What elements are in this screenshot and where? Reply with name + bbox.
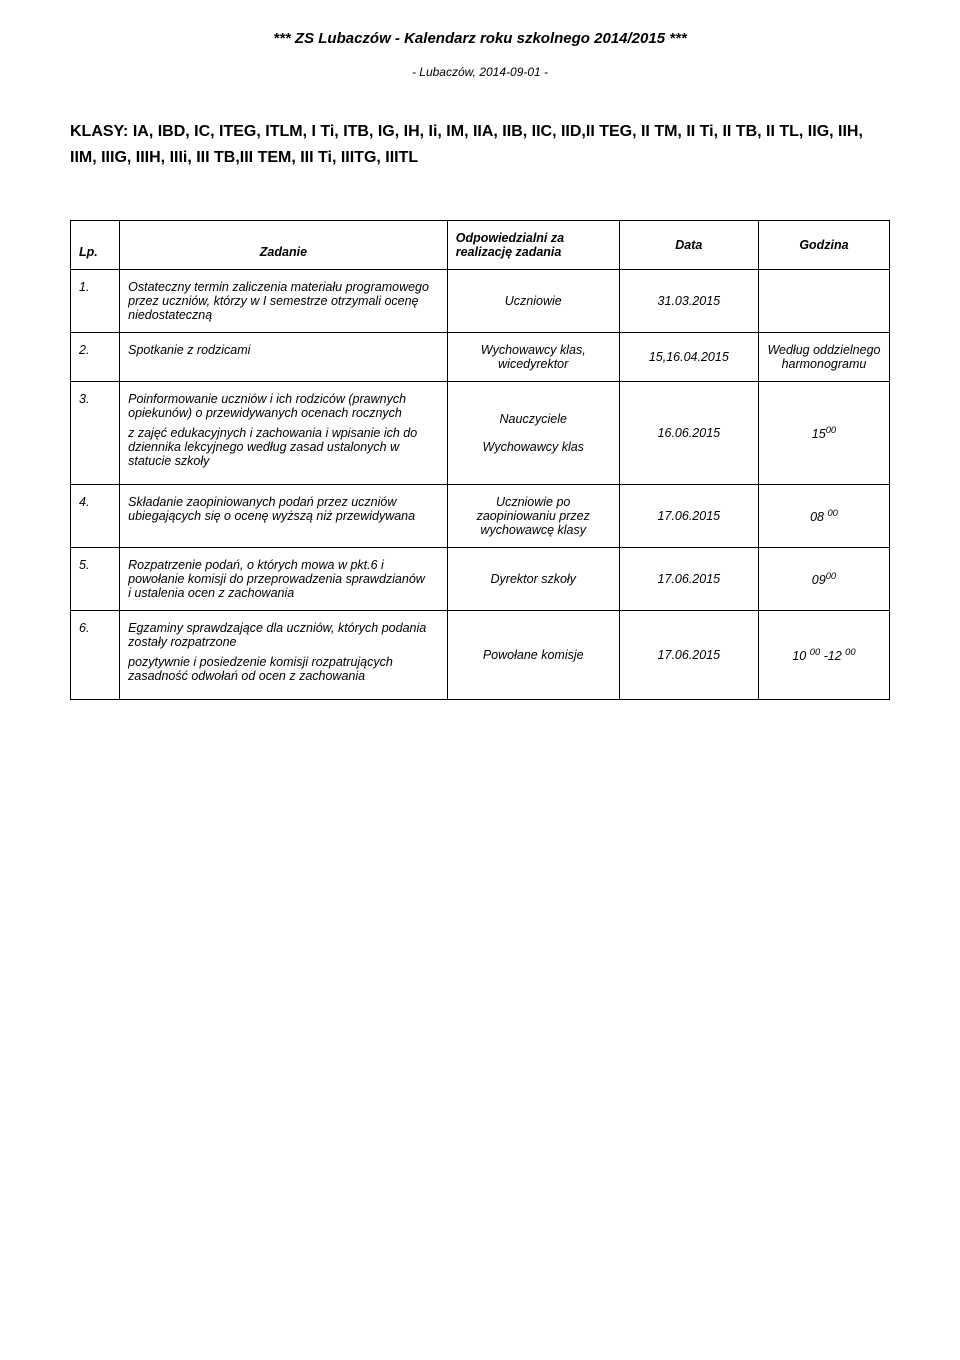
cell-lp: 6. [71,611,120,700]
cell-responsible: Uczniowie po zaopiniowaniu przez wychowa… [447,485,619,548]
col-resp: Odpowiedzialni za realizację zadania [447,221,619,270]
cell-task: Ostateczny termin zaliczenia materiału p… [120,270,448,333]
table-head: Lp. Zadanie Odpowiedzialni za realizację… [71,221,890,270]
cell-date: 15,16.04.2015 [619,333,758,382]
table-row: 4.Składanie zaopiniowanych podań przez u… [71,485,890,548]
cell-time: 0900 [758,548,889,611]
table-row: 3.Poinformowanie uczniów i ich rodziców … [71,382,890,485]
cell-responsible: Powołane komisje [447,611,619,700]
cell-date: 17.06.2015 [619,485,758,548]
calendar-table: Lp. Zadanie Odpowiedzialni za realizację… [70,220,890,700]
col-task: Zadanie [120,221,448,270]
col-lp: Lp. [71,221,120,270]
cell-lp: 5. [71,548,120,611]
cell-time: 1500 [758,382,889,485]
cell-date: 17.06.2015 [619,548,758,611]
doc-subtitle: - Lubaczów, 2014-09-01 - [70,65,890,79]
cell-time [758,270,889,333]
cell-task: Rozpatrzenie podań, o których mowa w pkt… [120,548,448,611]
cell-responsible: Uczniowie [447,270,619,333]
cell-time: 10 00 -12 00 [758,611,889,700]
cell-lp: 4. [71,485,120,548]
cell-responsible: Dyrektor szkoły [447,548,619,611]
cell-time: 08 00 [758,485,889,548]
cell-task: Składanie zaopiniowanych podań przez ucz… [120,485,448,548]
cell-date: 16.06.2015 [619,382,758,485]
table-row: 2.Spotkanie z rodzicamiWychowawcy klas, … [71,333,890,382]
cell-date: 31.03.2015 [619,270,758,333]
class-list: KLASY: IA, IBD, IC, ITEG, ITLM, I Ti, IT… [70,119,890,170]
table-row: 6.Egzaminy sprawdzające dla uczniów, któ… [71,611,890,700]
table-row: 5.Rozpatrzenie podań, o których mowa w p… [71,548,890,611]
cell-responsible: Wychowawcy klas, wicedyrektor [447,333,619,382]
col-date: Data [619,221,758,270]
table-row: 1.Ostateczny termin zaliczenia materiału… [71,270,890,333]
table-body: 1.Ostateczny termin zaliczenia materiału… [71,270,890,700]
doc-title: *** ZS Lubaczów - Kalendarz roku szkolne… [70,30,890,47]
cell-responsible: NauczycieleWychowawcy klas [447,382,619,485]
cell-lp: 3. [71,382,120,485]
page: *** ZS Lubaczów - Kalendarz roku szkolne… [0,0,960,740]
cell-lp: 2. [71,333,120,382]
cell-lp: 1. [71,270,120,333]
cell-date: 17.06.2015 [619,611,758,700]
cell-task: Egzaminy sprawdzające dla uczniów, który… [120,611,448,700]
col-time: Godzina [758,221,889,270]
cell-time: Według oddzielnegoharmonogramu [758,333,889,382]
cell-task: Poinformowanie uczniów i ich rodziców (p… [120,382,448,485]
cell-task: Spotkanie z rodzicami [120,333,448,382]
